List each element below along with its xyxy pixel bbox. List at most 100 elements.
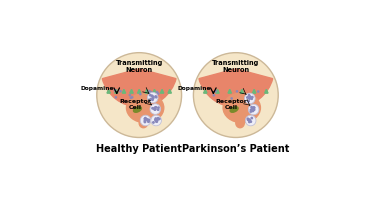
Circle shape [156, 119, 158, 121]
Ellipse shape [141, 88, 145, 91]
Circle shape [251, 98, 252, 99]
Ellipse shape [134, 107, 141, 112]
Polygon shape [204, 89, 207, 93]
Text: Transmitting
Neuron: Transmitting Neuron [212, 60, 260, 73]
Circle shape [148, 120, 149, 122]
Circle shape [145, 119, 146, 121]
Circle shape [115, 97, 117, 98]
Ellipse shape [134, 88, 137, 91]
Ellipse shape [262, 88, 265, 91]
Ellipse shape [207, 88, 210, 91]
Circle shape [156, 119, 158, 121]
Circle shape [150, 91, 151, 93]
Ellipse shape [254, 88, 257, 91]
Ellipse shape [139, 118, 148, 128]
Circle shape [152, 99, 153, 100]
Circle shape [249, 119, 250, 121]
Circle shape [248, 119, 249, 121]
Ellipse shape [238, 88, 242, 91]
Circle shape [152, 98, 154, 99]
Circle shape [156, 96, 157, 98]
Circle shape [157, 118, 159, 119]
Text: Dopamine: Dopamine [177, 86, 211, 91]
Circle shape [140, 93, 141, 95]
Circle shape [152, 92, 153, 93]
Circle shape [154, 109, 156, 110]
Circle shape [155, 118, 156, 119]
Circle shape [148, 119, 150, 121]
Polygon shape [122, 89, 126, 93]
Circle shape [231, 98, 232, 99]
Circle shape [249, 121, 250, 122]
Circle shape [249, 96, 251, 98]
Circle shape [155, 107, 157, 108]
Polygon shape [216, 89, 219, 93]
Ellipse shape [118, 88, 121, 91]
Circle shape [158, 107, 159, 108]
Circle shape [252, 96, 253, 98]
Circle shape [249, 120, 250, 122]
Circle shape [120, 91, 121, 92]
Circle shape [152, 95, 153, 97]
Circle shape [114, 89, 116, 91]
Circle shape [132, 97, 133, 98]
Polygon shape [145, 89, 148, 93]
Circle shape [150, 98, 152, 100]
Circle shape [152, 97, 153, 98]
Circle shape [247, 97, 248, 98]
Circle shape [250, 111, 252, 112]
Ellipse shape [246, 88, 249, 91]
Circle shape [151, 115, 162, 126]
Text: Dopamine: Dopamine [81, 86, 114, 91]
Circle shape [253, 107, 255, 108]
Circle shape [249, 96, 250, 97]
Circle shape [150, 104, 160, 114]
Text: Receptor
Cell: Receptor Cell [216, 99, 248, 110]
Wedge shape [199, 69, 273, 107]
Circle shape [248, 100, 249, 102]
Ellipse shape [165, 88, 168, 91]
Ellipse shape [236, 118, 244, 128]
Polygon shape [115, 89, 118, 93]
Polygon shape [168, 89, 171, 93]
Circle shape [253, 109, 255, 110]
Circle shape [144, 120, 146, 121]
Circle shape [154, 119, 156, 121]
Circle shape [244, 93, 255, 104]
Ellipse shape [126, 88, 129, 91]
Polygon shape [153, 89, 156, 93]
Circle shape [213, 95, 214, 96]
Circle shape [250, 121, 252, 122]
Circle shape [154, 107, 156, 109]
Circle shape [253, 109, 254, 110]
Circle shape [152, 96, 154, 98]
Ellipse shape [149, 88, 153, 91]
Ellipse shape [110, 88, 113, 91]
Circle shape [156, 120, 157, 122]
Polygon shape [160, 89, 164, 93]
Circle shape [153, 122, 154, 123]
Circle shape [194, 53, 278, 137]
Circle shape [254, 107, 255, 109]
Circle shape [249, 119, 250, 121]
Polygon shape [252, 89, 256, 93]
Circle shape [159, 118, 160, 120]
Circle shape [148, 121, 149, 122]
Text: Healthy Patient: Healthy Patient [96, 144, 182, 154]
Polygon shape [130, 89, 133, 93]
Circle shape [158, 93, 159, 94]
Ellipse shape [126, 93, 164, 123]
Text: Parkinson’s Patient: Parkinson’s Patient [182, 144, 290, 154]
Ellipse shape [222, 88, 226, 91]
Text: Receptor
Cell: Receptor Cell [119, 99, 151, 110]
Circle shape [236, 91, 238, 92]
Circle shape [129, 94, 130, 96]
Circle shape [154, 108, 156, 110]
Circle shape [251, 107, 252, 108]
Polygon shape [107, 89, 110, 93]
Circle shape [158, 109, 159, 110]
Ellipse shape [230, 88, 234, 91]
Circle shape [245, 115, 256, 126]
Circle shape [147, 92, 158, 103]
Circle shape [251, 117, 252, 119]
